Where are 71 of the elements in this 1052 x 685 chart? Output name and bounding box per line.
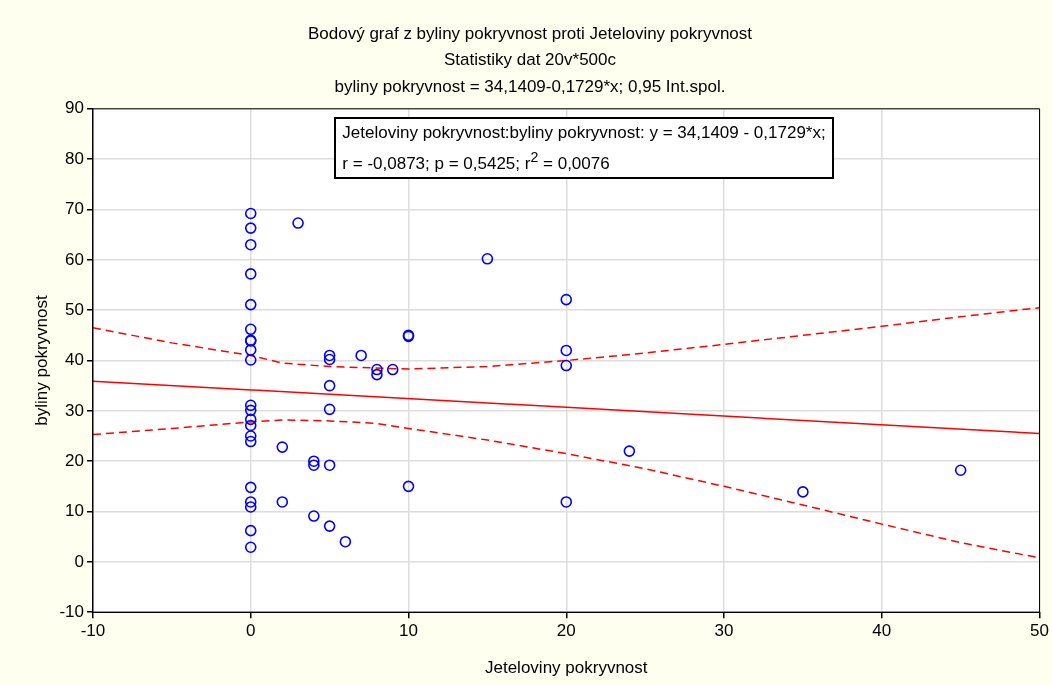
y-tick-label: 40	[65, 350, 84, 370]
point	[244, 496, 257, 508]
point	[244, 419, 257, 432]
y-tick-label: 0	[74, 551, 84, 571]
point	[560, 359, 573, 372]
y-tick-label: 60	[65, 249, 84, 269]
point	[244, 524, 257, 537]
point	[797, 486, 809, 498]
point	[276, 441, 289, 453]
point	[244, 404, 257, 417]
point	[244, 481, 257, 494]
point	[244, 222, 257, 234]
chart-title: Bodový graf z byliny pokryvnost proti Jeteloviny pokryvnost	[307, 23, 753, 43]
point	[386, 363, 399, 376]
point	[560, 344, 573, 357]
point	[244, 399, 257, 412]
point	[323, 520, 336, 532]
point	[244, 501, 257, 513]
point	[308, 459, 320, 472]
point	[244, 354, 257, 366]
point	[244, 323, 257, 336]
x-tick-label: 0	[246, 621, 256, 641]
chart-subtitle: Statistiky dat 20v*500c	[444, 49, 617, 69]
point	[402, 480, 415, 493]
point	[244, 344, 257, 356]
x-tick-label: 10	[399, 621, 418, 641]
y-tick-label: 80	[65, 148, 84, 168]
point	[244, 268, 257, 280]
point	[954, 464, 967, 477]
point	[560, 293, 573, 306]
text: byliny pokryvnost = 34,1409-0,1729*x; 0,95 Int.spol.	[334, 76, 726, 96]
annotation: r = -0,0873; p = 0,5425; r$^{2}$ = 0,0076	[342, 147, 611, 175]
point	[323, 349, 336, 362]
point	[244, 541, 257, 554]
x-axis-title: Jeteloviny pokryvnost	[484, 658, 648, 678]
point	[371, 368, 383, 381]
y-tick-label: 90	[65, 98, 84, 118]
point	[623, 445, 636, 457]
x-tick-label: 50	[1030, 621, 1050, 641]
x-tick-label: 40	[872, 621, 892, 641]
x-tick-label: -10	[80, 621, 106, 641]
point	[481, 253, 494, 265]
y-tick-label: 50	[65, 299, 84, 319]
point	[323, 353, 336, 366]
point	[244, 298, 257, 311]
x-tick-label: 20	[556, 621, 576, 641]
point	[292, 217, 304, 229]
point	[560, 496, 573, 508]
line-series	[92, 306, 1040, 370]
point	[339, 535, 352, 548]
y-tick-label: 10	[65, 501, 84, 521]
y-axis-title: byliny pokryvnost	[31, 295, 51, 426]
point	[371, 363, 383, 376]
point	[244, 430, 257, 442]
y-tick-label: -10	[59, 601, 84, 621]
y-tick-label: 30	[65, 400, 84, 420]
x-tick-label: 30	[714, 621, 734, 641]
point	[244, 207, 257, 220]
point	[244, 413, 257, 426]
point	[244, 435, 257, 448]
annotation: Jeteloviny pokryvnost:byliny pokryvnost: y = 34,1409 - 0,1729*x;	[342, 121, 826, 144]
point	[244, 238, 257, 251]
point	[308, 510, 320, 522]
y-tick-label: 70	[65, 199, 84, 219]
y-tick-label: 20	[65, 450, 84, 470]
point	[355, 349, 367, 362]
point	[276, 496, 289, 508]
point	[308, 455, 320, 467]
point	[323, 459, 336, 472]
point	[323, 379, 336, 392]
point	[323, 403, 336, 416]
